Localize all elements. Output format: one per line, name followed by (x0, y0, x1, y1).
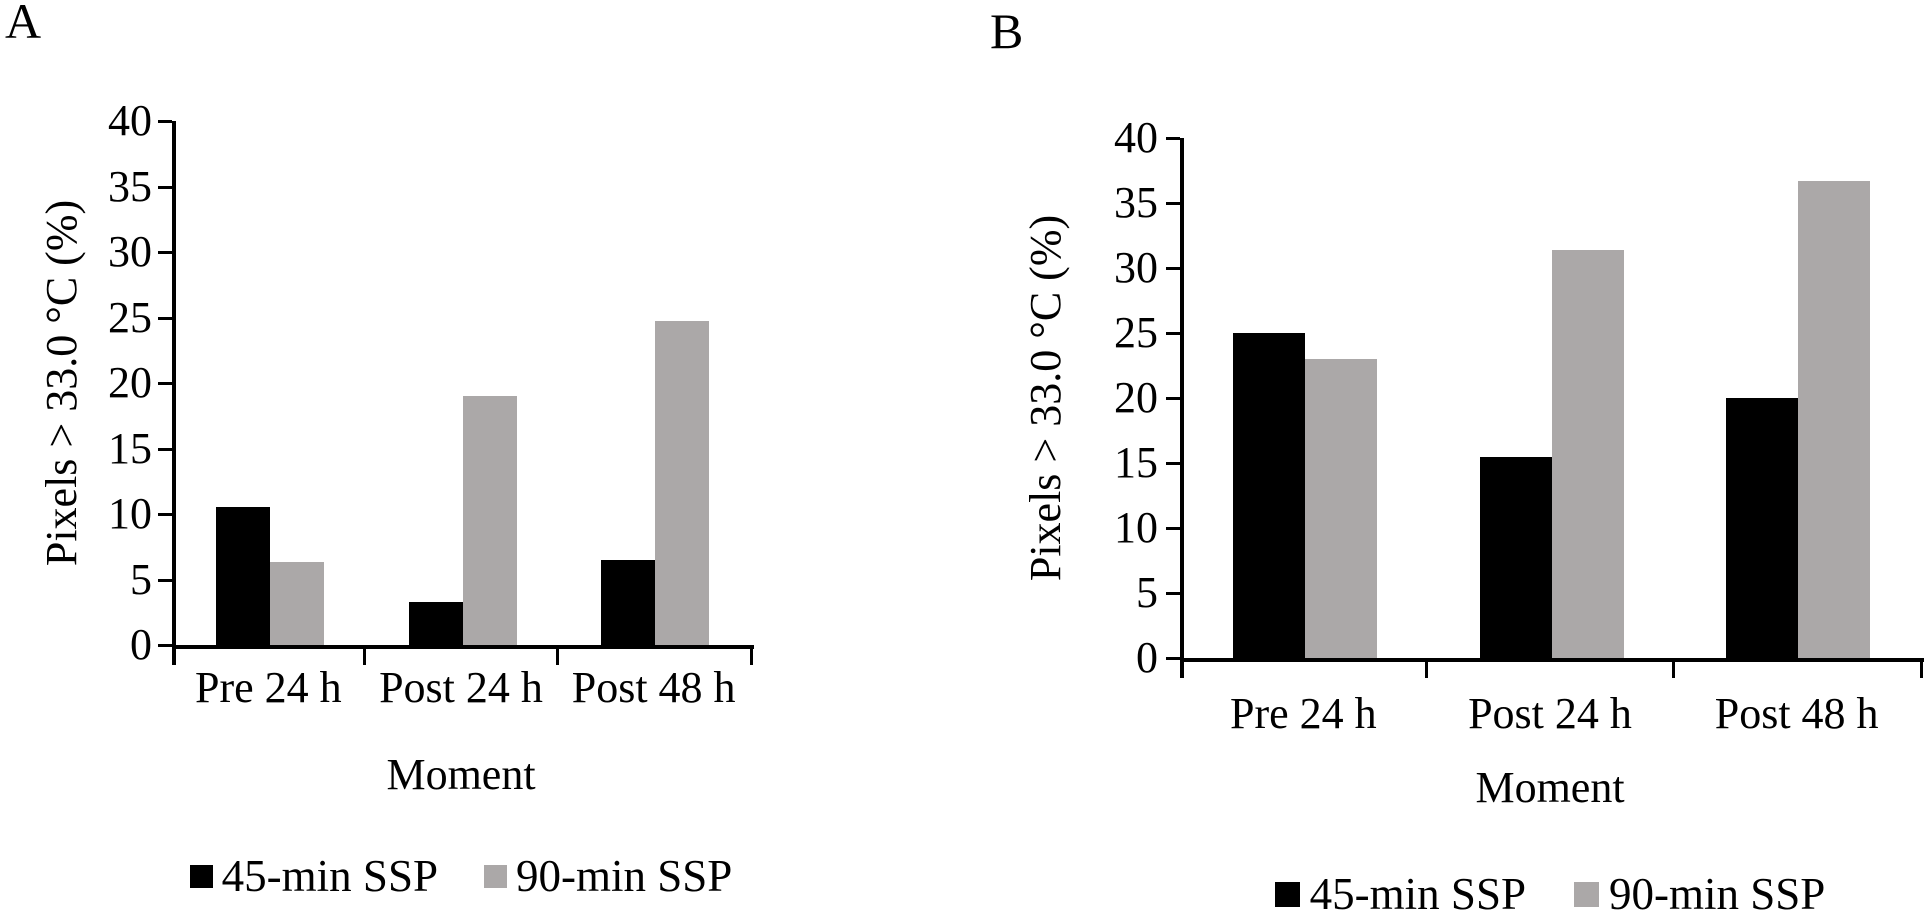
y-tick-15 (158, 447, 172, 451)
category-label-post-48-h: Post 48 h (1714, 689, 1879, 738)
y-tick-label-10: 10 (108, 489, 152, 538)
legend-label-90-min-ssp: 90-min SSP (1609, 869, 1826, 912)
bar-45-min-ssp-post-24-h (1479, 456, 1552, 658)
x-axis-title: Moment (1475, 763, 1625, 812)
y-tick-label-25: 25 (1114, 308, 1158, 357)
category-label-post-24-h: Post 24 h (379, 663, 543, 712)
category-label-post-24-h: Post 24 h (1468, 689, 1632, 738)
y-tick-label-5: 5 (130, 554, 152, 604)
y-tick-label-35: 35 (1114, 178, 1158, 227)
y-tick-label-0: 0 (130, 620, 152, 669)
x-axis-title: Moment (386, 750, 536, 799)
y-tick-label-40: 40 (108, 96, 152, 145)
legend: 45-min SSP 90-min SSP (1180, 872, 1920, 912)
y-tick-label-35: 35 (108, 161, 152, 211)
y-tick-label-15: 15 (1114, 438, 1158, 487)
panel-label-a: A (5, 0, 42, 49)
y-tick-15 (1166, 462, 1180, 465)
y-tick-label-0: 0 (1136, 633, 1158, 682)
bar-90-min-ssp-post-48-h (1798, 180, 1871, 658)
y-tick-label-25: 25 (108, 292, 152, 342)
category-label-pre-24-h: Pre 24 h (195, 663, 342, 712)
y-axis (172, 121, 176, 665)
legend-swatch-90-min-ssp (484, 865, 507, 888)
category-label-post-48-h: Post 48 h (571, 663, 736, 712)
y-tick-5 (158, 578, 172, 582)
y-tick-35 (158, 185, 172, 189)
bar-90-min-ssp-post-24-h (1551, 249, 1624, 658)
x-tick-0 (1180, 658, 1183, 678)
x-tick-1 (363, 645, 367, 665)
legend-label-90-min-ssp: 90-min SSP (516, 851, 733, 901)
y-axis-title: Pixels > 33.0 °C (%) (1021, 214, 1070, 582)
y-tick-25 (158, 316, 172, 320)
x-tick-3 (1919, 658, 1923, 678)
bar-45-min-ssp-post-48-h (601, 559, 656, 645)
y-tick-label-40: 40 (1114, 113, 1158, 162)
y-tick-40 (158, 120, 172, 123)
y-tick-5 (1166, 592, 1180, 595)
x-tick-2 (1671, 658, 1675, 678)
y-tick-label-5: 5 (1136, 568, 1158, 617)
legend-swatch-90-min-ssp (1574, 882, 1599, 907)
x-axis (172, 645, 754, 649)
bar-90-min-ssp-post-24-h (462, 396, 517, 645)
bar-45-min-ssp-post-24-h (408, 601, 463, 645)
x-tick-3 (749, 645, 753, 665)
y-tick-20 (1166, 397, 1180, 400)
panel-label-b: B (990, 3, 1024, 59)
category-label-pre-24-h: Pre 24 h (1230, 689, 1377, 738)
legend-item-90-min-ssp: 90-min SSP (484, 854, 732, 899)
y-tick-label-20: 20 (1114, 373, 1158, 422)
bar-45-min-ssp-post-48-h (1726, 398, 1799, 658)
legend-item-45-min-ssp: 45-min SSP (1274, 869, 1526, 912)
y-tick-30 (158, 251, 172, 254)
y-tick-label-30: 30 (1114, 243, 1158, 292)
legend-label-45-min-ssp: 45-min SSP (1309, 869, 1526, 912)
legend: 45-min SSP 90-min SSP (172, 854, 750, 899)
legend-item-45-min-ssp: 45-min SSP (189, 851, 438, 901)
y-tick-0 (1166, 657, 1180, 660)
bar-45-min-ssp-pre-24-h (1233, 333, 1305, 658)
bar-90-min-ssp-pre-24-h (1305, 359, 1377, 658)
x-axis (1180, 658, 1924, 662)
y-tick-label-10: 10 (1114, 503, 1158, 552)
y-tick-10 (1166, 527, 1180, 530)
y-tick-30 (1166, 267, 1180, 270)
legend-swatch-45-min-ssp (1274, 882, 1300, 907)
x-tick-1 (1425, 658, 1429, 678)
y-tick-10 (158, 513, 172, 516)
y-tick-25 (1166, 332, 1180, 335)
y-tick-20 (158, 382, 172, 385)
y-tick-35 (1166, 202, 1180, 205)
legend-swatch-45-min-ssp (189, 865, 213, 888)
bar-45-min-ssp-pre-24-h (216, 507, 270, 645)
y-tick-0 (158, 644, 172, 647)
x-tick-2 (555, 645, 559, 665)
bar-90-min-ssp-pre-24-h (270, 562, 324, 645)
x-tick-0 (172, 645, 175, 665)
y-tick-label-30: 30 (108, 227, 152, 276)
legend-label-45-min-ssp: 45-min SSP (221, 851, 438, 901)
y-tick-label-20: 20 (108, 358, 152, 407)
y-tick-label-15: 15 (108, 423, 152, 473)
y-tick-40 (1166, 137, 1180, 140)
legend-item-90-min-ssp: 90-min SSP (1574, 872, 1825, 912)
bar-90-min-ssp-post-48-h (655, 321, 710, 645)
y-axis (1180, 138, 1184, 678)
